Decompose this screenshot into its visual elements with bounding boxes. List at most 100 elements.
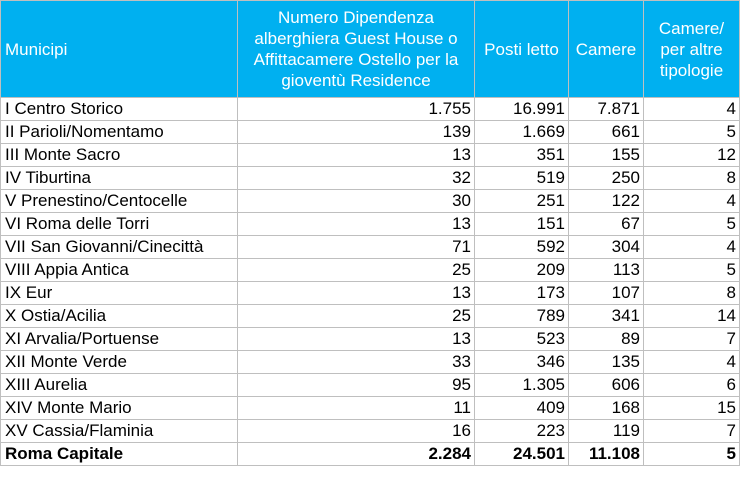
altre-tipologie-cell: 4 bbox=[643, 235, 740, 259]
camere-cell: 661 bbox=[568, 120, 644, 144]
altre-tipologie-cell: 4 bbox=[643, 350, 740, 374]
altre-tipologie-cell: 14 bbox=[643, 304, 740, 328]
camere-cell: 304 bbox=[568, 235, 644, 259]
camere-cell: 135 bbox=[568, 350, 644, 374]
numero-cell: 33 bbox=[237, 350, 475, 374]
table-row: I Centro Storico 1.755 16.991 7.871 4 bbox=[0, 97, 740, 121]
numero-cell: 25 bbox=[237, 258, 475, 282]
altre-tipologie-cell: 5 bbox=[643, 212, 740, 236]
altre-tipologie-cell: 4 bbox=[643, 97, 740, 121]
altre-tipologie-cell: 5 bbox=[643, 120, 740, 144]
column-header-camere: Camere bbox=[568, 0, 644, 98]
table-body: I Centro Storico 1.755 16.991 7.871 4 II Pari… bbox=[0, 97, 740, 466]
posti-letto-cell: 789 bbox=[474, 304, 569, 328]
camere-cell: 155 bbox=[568, 143, 644, 167]
municipio-name: I Centro Storico bbox=[0, 97, 238, 121]
posti-letto-cell: 24.501 bbox=[474, 442, 569, 466]
altre-tipologie-cell: 8 bbox=[643, 166, 740, 190]
total-row: Roma Capitale 2.284 24.501 11.108 5 bbox=[0, 442, 740, 466]
municipio-name: XV Cassia/Flaminia bbox=[0, 419, 238, 443]
altre-tipologie-cell: 12 bbox=[643, 143, 740, 167]
municipio-name: IV Tiburtina bbox=[0, 166, 238, 190]
posti-letto-cell: 151 bbox=[474, 212, 569, 236]
numero-cell: 71 bbox=[237, 235, 475, 259]
municipio-name: X Ostia/Acilia bbox=[0, 304, 238, 328]
camere-cell: 119 bbox=[568, 419, 644, 443]
camere-cell: 89 bbox=[568, 327, 644, 351]
column-header-numero: Numero Dipendenza alberghiera Guest Hous… bbox=[237, 0, 475, 98]
camere-cell: 341 bbox=[568, 304, 644, 328]
table-row: XV Cassia/Flaminia 16 223 119 7 bbox=[0, 419, 740, 443]
municipio-name: II Parioli/Nomentamo bbox=[0, 120, 238, 144]
posti-letto-cell: 519 bbox=[474, 166, 569, 190]
table-row: V Prenestino/Centocelle 30 251 122 4 bbox=[0, 189, 740, 213]
camere-cell: 11.108 bbox=[568, 442, 644, 466]
municipio-name: Roma Capitale bbox=[0, 442, 238, 466]
altre-tipologie-cell: 7 bbox=[643, 327, 740, 351]
altre-tipologie-cell: 8 bbox=[643, 281, 740, 305]
municipio-name: V Prenestino/Centocelle bbox=[0, 189, 238, 213]
posti-letto-cell: 1.305 bbox=[474, 373, 569, 397]
posti-letto-cell: 16.991 bbox=[474, 97, 569, 121]
numero-cell: 32 bbox=[237, 166, 475, 190]
numero-cell: 13 bbox=[237, 143, 475, 167]
municipio-name: XII Monte Verde bbox=[0, 350, 238, 374]
numero-cell: 25 bbox=[237, 304, 475, 328]
numero-cell: 2.284 bbox=[237, 442, 475, 466]
posti-letto-cell: 209 bbox=[474, 258, 569, 282]
header-row: Municipi Numero Dipendenza alberghiera G… bbox=[0, 0, 740, 98]
table-row: II Parioli/Nomentamo 139 1.669 661 5 bbox=[0, 120, 740, 144]
column-header-posti-letto: Posti letto bbox=[474, 0, 569, 98]
camere-cell: 250 bbox=[568, 166, 644, 190]
posti-letto-cell: 251 bbox=[474, 189, 569, 213]
altre-tipologie-cell: 5 bbox=[643, 442, 740, 466]
municipi-table: Municipi Numero Dipendenza alberghiera G… bbox=[0, 0, 740, 466]
numero-cell: 30 bbox=[237, 189, 475, 213]
numero-cell: 139 bbox=[237, 120, 475, 144]
numero-cell: 13 bbox=[237, 327, 475, 351]
camere-cell: 168 bbox=[568, 396, 644, 420]
table-row: VIII Appia Antica 25 209 113 5 bbox=[0, 258, 740, 282]
posti-letto-cell: 351 bbox=[474, 143, 569, 167]
table-row: III Monte Sacro 13 351 155 12 bbox=[0, 143, 740, 167]
municipio-name: XIV Monte Mario bbox=[0, 396, 238, 420]
table-row: VII San Giovanni/Cinecittà 71 592 304 4 bbox=[0, 235, 740, 259]
posti-letto-cell: 523 bbox=[474, 327, 569, 351]
municipio-name: IX Eur bbox=[0, 281, 238, 305]
posti-letto-cell: 592 bbox=[474, 235, 569, 259]
altre-tipologie-cell: 6 bbox=[643, 373, 740, 397]
table-row: X Ostia/Acilia 25 789 341 14 bbox=[0, 304, 740, 328]
posti-letto-cell: 1.669 bbox=[474, 120, 569, 144]
table-row: XIII Aurelia 95 1.305 606 6 bbox=[0, 373, 740, 397]
column-header-municipi: Municipi bbox=[0, 0, 238, 98]
table-row: XI Arvalia/Portuense 13 523 89 7 bbox=[0, 327, 740, 351]
municipio-name: VII San Giovanni/Cinecittà bbox=[0, 235, 238, 259]
camere-cell: 113 bbox=[568, 258, 644, 282]
camere-cell: 122 bbox=[568, 189, 644, 213]
column-header-altre-tipologie: Camere/ per altre tipologie bbox=[643, 0, 740, 98]
numero-cell: 1.755 bbox=[237, 97, 475, 121]
numero-cell: 95 bbox=[237, 373, 475, 397]
posti-letto-cell: 346 bbox=[474, 350, 569, 374]
posti-letto-cell: 223 bbox=[474, 419, 569, 443]
altre-tipologie-cell: 7 bbox=[643, 419, 740, 443]
camere-cell: 606 bbox=[568, 373, 644, 397]
numero-cell: 11 bbox=[237, 396, 475, 420]
municipio-name: VI Roma delle Torri bbox=[0, 212, 238, 236]
posti-letto-cell: 173 bbox=[474, 281, 569, 305]
altre-tipologie-cell: 15 bbox=[643, 396, 740, 420]
municipio-name: III Monte Sacro bbox=[0, 143, 238, 167]
numero-cell: 13 bbox=[237, 281, 475, 305]
camere-cell: 107 bbox=[568, 281, 644, 305]
municipio-name: XIII Aurelia bbox=[0, 373, 238, 397]
altre-tipologie-cell: 4 bbox=[643, 189, 740, 213]
table-row: XII Monte Verde 33 346 135 4 bbox=[0, 350, 740, 374]
municipio-name: VIII Appia Antica bbox=[0, 258, 238, 282]
numero-cell: 13 bbox=[237, 212, 475, 236]
camere-cell: 67 bbox=[568, 212, 644, 236]
municipio-name: XI Arvalia/Portuense bbox=[0, 327, 238, 351]
camere-cell: 7.871 bbox=[568, 97, 644, 121]
altre-tipologie-cell: 5 bbox=[643, 258, 740, 282]
table-row: IX Eur 13 173 107 8 bbox=[0, 281, 740, 305]
numero-cell: 16 bbox=[237, 419, 475, 443]
